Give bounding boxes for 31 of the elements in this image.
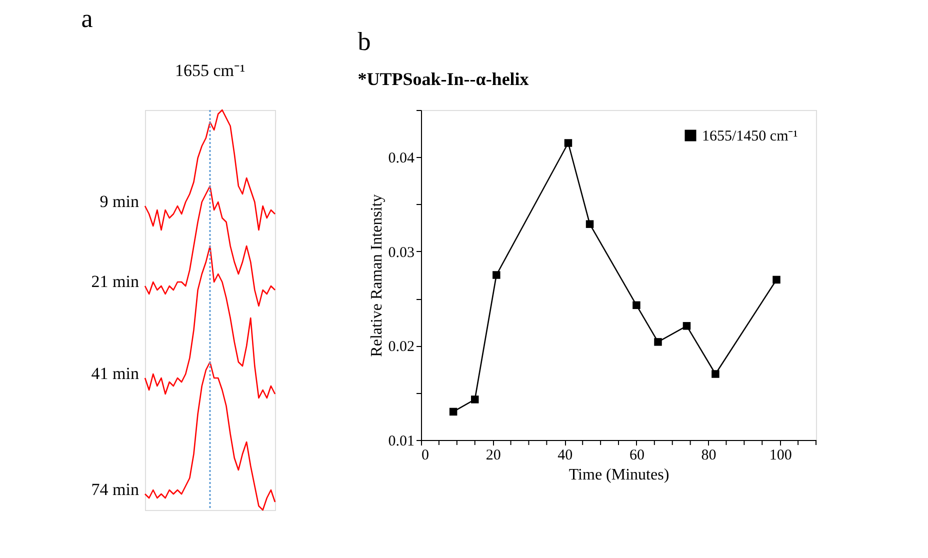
point <box>449 408 458 416</box>
x-tick-label: 40 <box>558 448 573 464</box>
series-label: 41 min <box>91 364 140 383</box>
x-tick-label: 100 <box>769 448 792 464</box>
point <box>586 220 594 228</box>
x-tick-label: 20 <box>486 448 501 464</box>
series-label: 9 min <box>100 192 140 211</box>
x-tick-label: 80 <box>701 448 716 464</box>
point <box>470 396 479 404</box>
point <box>632 301 640 310</box>
y-axis-title: Relative Raman Intensity <box>368 194 386 357</box>
point <box>682 322 691 330</box>
y-tick-label: 0.03 <box>388 244 414 261</box>
point <box>772 276 780 284</box>
point <box>654 338 662 346</box>
x-tick-label: 0 <box>422 448 429 464</box>
series-label: 74 min <box>91 480 140 499</box>
legend-label: 1655/1450 cm⁻¹ <box>702 128 798 144</box>
point <box>712 370 720 378</box>
series-label: 21 min <box>91 272 140 291</box>
y-tick-label: 0.02 <box>388 339 414 356</box>
chart-subtitle: *UTPSoak-In--α-helix <box>358 69 529 89</box>
chart-title: a <box>81 4 94 33</box>
point <box>492 271 500 279</box>
text: 1655 cm⁻¹ <box>174 61 246 80</box>
y-tick-label: 0.04 <box>388 150 415 167</box>
x-axis-title: Time (Minutes) <box>568 466 670 484</box>
point <box>564 139 572 147</box>
chart-title: b <box>358 27 371 56</box>
y-tick-label: 0.01 <box>388 434 414 450</box>
x-tick-label: 60 <box>629 448 644 464</box>
